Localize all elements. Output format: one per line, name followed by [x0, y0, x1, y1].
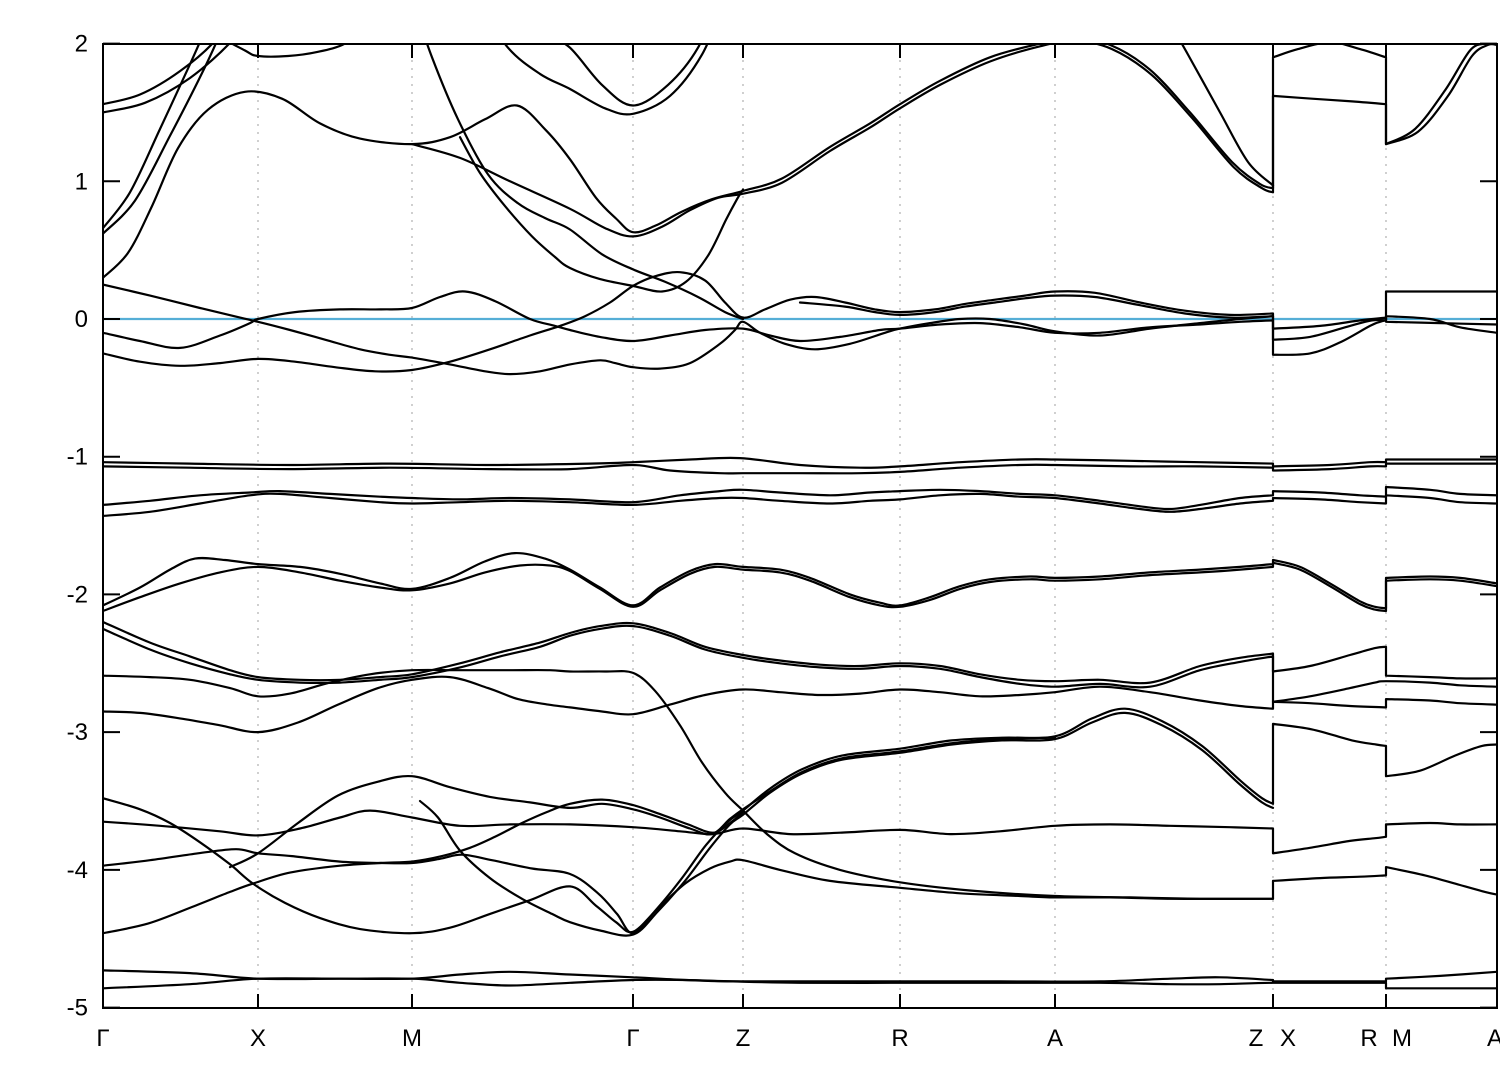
x-axis-label: X: [250, 1025, 266, 1052]
band-line: [228, 736, 1057, 869]
band-line: [563, 44, 702, 107]
x-axis-label: Γ: [96, 1025, 109, 1052]
band-structure-figure: 2 1 0 -1 -2 -3 -4 -5 Γ X M Γ Z R A Z X R M A: [40, 16, 1500, 1066]
band-line: [103, 809, 1497, 855]
band-line: [425, 44, 745, 321]
band-line: [103, 44, 1497, 279]
band-line: [103, 675, 1497, 734]
band-line: [458, 136, 745, 293]
band-line: [103, 44, 214, 106]
x-axis-label: Z: [1249, 1025, 1264, 1052]
x-axis-label: A: [1047, 1025, 1063, 1052]
x-axis-label: A: [1487, 1025, 1500, 1052]
band-line: [1180, 44, 1275, 187]
y-axis-label: -1: [67, 444, 88, 471]
x-axis-label: Z: [736, 1025, 751, 1052]
band-line: [103, 485, 1497, 511]
band-line: [410, 44, 1497, 238]
band-line: [103, 456, 1497, 469]
band-line: [103, 270, 1497, 373]
y-axis-label: 0: [75, 306, 88, 333]
band-line: [103, 44, 217, 235]
x-axis-label: M: [1392, 1025, 1412, 1052]
band-line: [103, 290, 1497, 350]
band-line: [103, 797, 1497, 935]
x-axis-label: Γ: [626, 1025, 639, 1052]
band-line: [103, 798, 745, 935]
x-axis-label: M: [402, 1025, 422, 1052]
band-line: [103, 492, 1497, 517]
band-line: [103, 44, 231, 114]
x-axis-label: X: [1280, 1025, 1296, 1052]
band-line: [103, 624, 1497, 703]
y-axis-label: -2: [67, 581, 88, 608]
y-axis-label: 1: [75, 168, 88, 195]
band-line: [103, 977, 1497, 990]
bands-group: [103, 44, 1497, 990]
band-line: [103, 551, 1497, 610]
y-axis-label: -4: [67, 857, 88, 884]
band-line: [103, 462, 1497, 475]
y-axis-label: -5: [67, 995, 88, 1022]
band-line: [418, 711, 1275, 937]
x-axis-label: R: [891, 1025, 908, 1052]
band-structure-plot: 210-1-2-3-4-5Γ X M Γ Z R A Z X R M A: [67, 31, 1500, 1052]
y-axis-label: -3: [67, 719, 88, 746]
band-line: [103, 668, 1275, 900]
band-line: [798, 294, 1275, 319]
band-line: [103, 44, 201, 230]
y-axis-label: 2: [75, 31, 88, 58]
band-line: [103, 969, 1497, 983]
band-line: [103, 620, 1497, 685]
band-line: [103, 561, 1497, 613]
x-axis-label: R: [1360, 1025, 1377, 1052]
band-line: [503, 44, 709, 116]
band-line: [103, 707, 1497, 935]
plot-border: [102, 43, 1498, 1009]
band-line: [230, 44, 347, 58]
